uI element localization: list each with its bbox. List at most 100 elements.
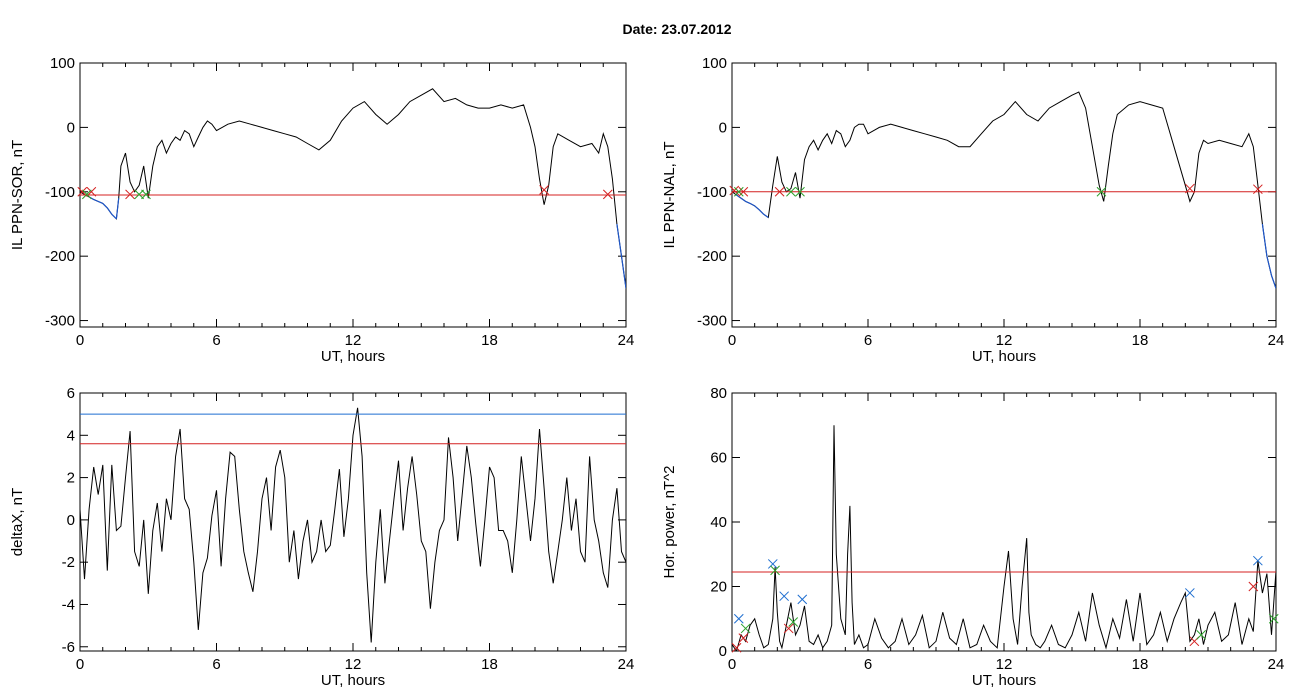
y-axis-label: IL PPN-NAL, nT — [661, 142, 678, 249]
panel-il-ppn-sor: 0 6 12 18 24 -300 -200 -100 0 100 UT, hours IL PPN-… — [9, 55, 634, 365]
y-tick-label: -300 — [45, 313, 75, 330]
y-tick-label: -6 — [62, 639, 75, 656]
x-tick-label: 24 — [618, 332, 635, 349]
x-tick-label: 18 — [1132, 332, 1149, 349]
marker-blue — [733, 613, 744, 624]
series-line — [80, 88, 626, 289]
marker-red — [125, 189, 135, 200]
panel-hor-power: 0 6 12 18 24 0 20 40 60 80 UT, hours Hor. power, nT… — [661, 385, 1284, 689]
x-tick-label: 18 — [481, 656, 498, 673]
plot-frame — [79, 392, 627, 652]
plot-area — [80, 407, 626, 643]
figure-title: Date: 23.07.2012 — [623, 21, 732, 37]
marker-red — [731, 642, 742, 653]
x-tick-label: 24 — [618, 656, 635, 673]
below-threshold-segment — [736, 194, 1276, 289]
x-tick-label: 6 — [864, 332, 872, 349]
y-tick-label: -200 — [45, 248, 75, 265]
y-tick-label: -4 — [62, 596, 75, 613]
x-tick-label: 12 — [996, 332, 1013, 349]
plot-area — [732, 425, 1276, 651]
marker-green — [740, 623, 751, 634]
x-tick-label: 0 — [728, 656, 736, 673]
y-tick-label: 4 — [67, 427, 75, 444]
x-axis-label: UT, hours — [972, 348, 1036, 365]
y-tick-label: 2 — [67, 470, 75, 487]
x-tick-label: 0 — [76, 656, 84, 673]
y-tick-label: 80 — [710, 385, 727, 402]
below-threshold-segment — [88, 196, 626, 289]
marker-green — [795, 186, 805, 197]
y-tick-label: -200 — [697, 248, 727, 265]
x-axis-label: UT, hours — [321, 348, 385, 365]
y-tick-label: -100 — [45, 184, 75, 201]
x-axis-label: UT, hours — [321, 672, 385, 689]
y-tick-label: 100 — [50, 55, 75, 72]
y-tick-label: 6 — [67, 385, 75, 402]
x-tick-label: 6 — [864, 656, 872, 673]
y-tick-label: 0 — [719, 119, 727, 136]
marker-green — [770, 565, 780, 576]
y-tick-label: -300 — [697, 313, 727, 330]
marker-red — [1248, 581, 1259, 592]
series-line — [732, 425, 1276, 651]
y-axis-label: Hor. power, nT^2 — [661, 466, 678, 579]
marker-red — [774, 186, 785, 197]
marker-red — [602, 189, 613, 200]
marker-green — [134, 189, 145, 200]
x-tick-label: 12 — [996, 656, 1013, 673]
x-tick-label: 24 — [1268, 332, 1285, 349]
marker-green — [1268, 613, 1279, 624]
y-tick-label: 40 — [710, 514, 727, 531]
x-tick-label: 18 — [1132, 656, 1149, 673]
y-tick-label: 0 — [67, 119, 75, 136]
plot-area — [80, 88, 626, 289]
plot-area — [732, 91, 1276, 289]
y-tick-label: -100 — [697, 184, 727, 201]
marker-blue — [1185, 588, 1195, 598]
marker-green — [81, 189, 92, 200]
x-tick-label: 24 — [1268, 656, 1285, 673]
marker-green — [1196, 630, 1207, 640]
y-tick-label: 0 — [67, 512, 75, 529]
x-tick-label: 18 — [481, 332, 498, 349]
marker-red — [1253, 184, 1263, 195]
y-tick-label: 100 — [702, 55, 727, 72]
marker-green — [788, 617, 799, 627]
plot-frame — [731, 392, 1277, 652]
marker-blue — [767, 559, 778, 569]
panel-il-ppn-nal: 0 6 12 18 24 -300 -200 -100 0 100 UT, hours IL PPN-… — [661, 55, 1284, 365]
marker-green — [1096, 186, 1107, 197]
plot-frame — [731, 62, 1277, 328]
x-axis-label: UT, hours — [972, 672, 1036, 689]
x-tick-label: 6 — [212, 656, 220, 673]
x-tick-label: 6 — [212, 332, 220, 349]
marker-red — [738, 186, 749, 197]
x-tick-label: 0 — [76, 332, 84, 349]
y-axis-label: IL PPN-SOR, nT — [9, 140, 26, 250]
marker-red — [1185, 183, 1195, 194]
x-tick-label: 12 — [345, 656, 362, 673]
marker-blue — [779, 591, 789, 602]
x-tick-label: 12 — [345, 332, 362, 349]
marker-green — [141, 189, 151, 200]
marker-red — [783, 623, 794, 634]
y-axis-label: deltaX, nT — [9, 488, 26, 556]
x-tick-label: 0 — [728, 332, 736, 349]
y-tick-label: 20 — [710, 579, 727, 596]
marker-blue — [1253, 555, 1263, 566]
marker-red — [77, 186, 88, 197]
marker-red — [86, 186, 97, 197]
marker-green — [786, 186, 796, 197]
marker-blue — [797, 594, 808, 605]
marker-red — [539, 184, 549, 195]
y-tick-label: 0 — [719, 643, 727, 660]
marker-red — [738, 633, 749, 643]
series-line — [80, 407, 626, 643]
marker-green — [733, 186, 744, 197]
y-tick-label: 60 — [710, 450, 727, 467]
y-tick-label: -2 — [62, 554, 75, 571]
series-line — [732, 91, 1276, 289]
